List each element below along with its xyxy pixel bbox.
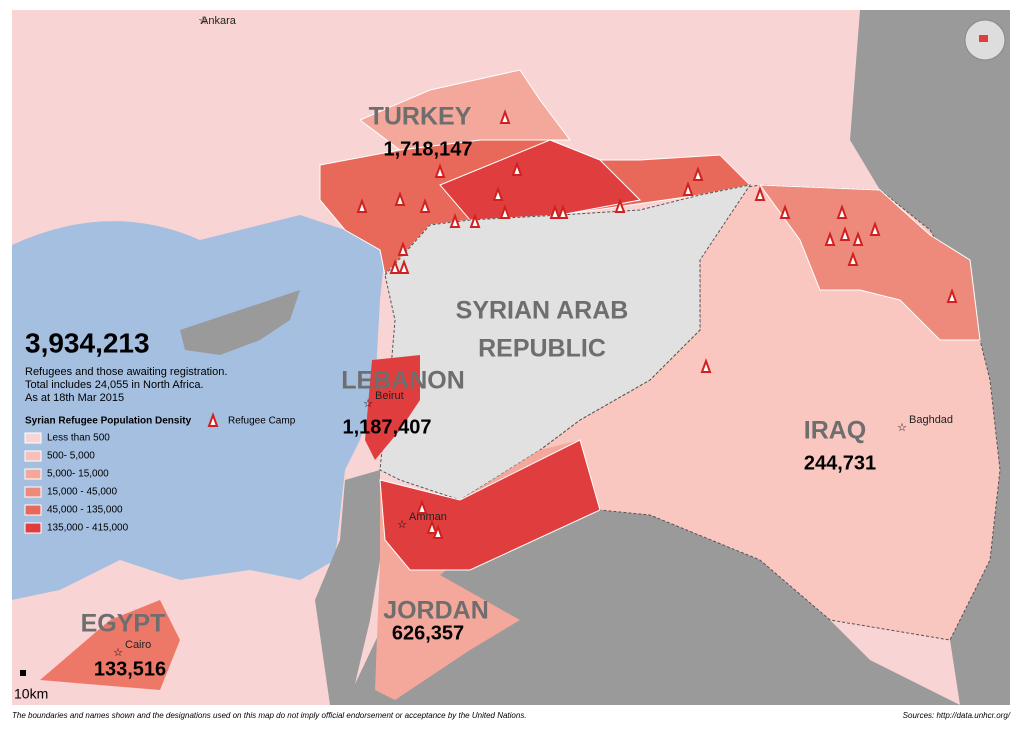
disclaimer: The boundaries and names shown and the d… (12, 711, 527, 720)
summary-line: As at 18th Mar 2015 (25, 392, 124, 404)
scale-bar (20, 670, 26, 676)
camp-icon (492, 186, 504, 201)
camp-icon (397, 241, 409, 256)
iraq (539, 184, 1001, 641)
legend-label: 15,000 - 45,000 (47, 487, 117, 498)
country-count: 133,516 (94, 658, 166, 680)
camp-icon (869, 221, 881, 236)
city-star: ☆ (397, 519, 407, 531)
legend-label: 135,000 - 415,000 (47, 523, 129, 534)
legend-label: 45,000 - 135,000 (47, 505, 123, 516)
summary-line: Total includes 24,055 in North Africa. (25, 379, 204, 391)
camp-icon (692, 166, 704, 181)
camp-icon (511, 161, 523, 176)
camp-icon (499, 204, 511, 219)
camp-icon (419, 198, 431, 213)
city-label: Cairo (125, 639, 151, 651)
country-count: 626,357 (392, 622, 464, 644)
legend-title: Syrian Refugee Population Density (25, 416, 192, 427)
summary-line: Refugees and those awaiting registration… (25, 366, 227, 378)
legend-swatch (24, 504, 42, 516)
camp-icon (852, 231, 864, 246)
camp-icon (779, 204, 791, 219)
egypt-delta (40, 600, 180, 690)
camp-icon (426, 519, 438, 534)
camp-icon (700, 358, 712, 373)
country-name: IRAQ (804, 417, 867, 445)
camp-icon (449, 213, 461, 228)
legend-label: Less than 500 (47, 433, 110, 444)
camp-icon (549, 204, 561, 219)
camp-icon (754, 186, 766, 201)
iran (850, 10, 1010, 705)
city-star: ☆ (198, 15, 208, 27)
israel (315, 470, 380, 705)
camp-icon (824, 231, 836, 246)
camp-icon (836, 204, 848, 219)
camp-icon (394, 191, 406, 206)
country-name: JORDAN (383, 597, 489, 625)
camp-icon (847, 251, 859, 266)
camp-icon (434, 163, 446, 178)
legend-swatch (24, 432, 42, 444)
legend-swatch (24, 486, 42, 498)
country-count: 244,731 (804, 452, 876, 474)
camp-icon (416, 499, 428, 514)
total: 3,934,213 (25, 327, 150, 358)
city-label: Ankara (201, 15, 237, 27)
country-count: 1,187,407 (343, 416, 432, 438)
camp-icon (432, 524, 444, 539)
legend-swatch (24, 450, 42, 462)
country-count: 1,718,147 (384, 138, 473, 160)
lebanon (365, 355, 420, 460)
country-name: TURKEY (369, 103, 472, 131)
city-label: Baghdad (909, 414, 953, 426)
city-label: Beirut (375, 390, 404, 402)
legend-swatch (24, 468, 42, 480)
camp-icon (682, 181, 694, 196)
cyprus (180, 290, 300, 355)
iraq-north (758, 184, 981, 341)
city-star: ☆ (363, 398, 373, 410)
legend-camp: Refugee Camp (228, 416, 296, 427)
camp-icon (499, 109, 511, 124)
camp-icon (469, 213, 481, 228)
country-name: EGYPT (81, 610, 166, 638)
legend-label: 500- 5,000 (47, 451, 95, 462)
legend-swatch (24, 522, 42, 534)
camp-icon (614, 198, 626, 213)
city-label: Amman (409, 511, 447, 523)
country-name: REPUBLIC (478, 335, 606, 363)
city-star: ☆ (897, 422, 907, 434)
turkey-east (359, 69, 571, 151)
inset-marker (979, 35, 988, 42)
camp-icon (946, 288, 958, 303)
saudi-arabia (345, 510, 960, 705)
camp-icon (557, 204, 569, 219)
country-name: LEBANON (341, 367, 465, 395)
camp-icon (207, 412, 219, 427)
city-star: ☆ (113, 647, 123, 659)
camp-icon (389, 259, 401, 274)
scale-label: 10km (14, 686, 48, 702)
camp-icon (356, 198, 368, 213)
camp-icon (398, 259, 410, 274)
country-name: SYRIAN ARAB (456, 297, 629, 325)
sources: Sources: http://data.unhcr.org/ (903, 711, 1011, 720)
camp-icon (839, 226, 851, 241)
syria (379, 184, 752, 501)
sea (12, 215, 385, 600)
legend-label: 5,000- 15,000 (47, 469, 109, 480)
